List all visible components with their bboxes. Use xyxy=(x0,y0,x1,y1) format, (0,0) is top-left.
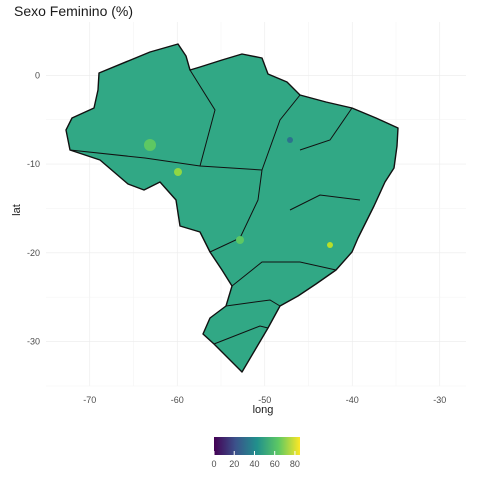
y-tick-label: -20 xyxy=(27,248,40,258)
x-tick-label: -70 xyxy=(83,395,96,405)
x-tick-label: -50 xyxy=(258,395,271,405)
y-tick-label: 0 xyxy=(35,70,40,80)
colorbar-tick-label: 0 xyxy=(211,459,216,469)
brazil-map xyxy=(65,43,399,373)
y-tick-label: -30 xyxy=(27,337,40,347)
y-axis-title: lat xyxy=(11,204,23,216)
colorbar-tick-label: 60 xyxy=(270,459,280,469)
state-boundaries xyxy=(69,69,361,345)
y-axis-ticks: 0 -10 -20 -30 xyxy=(27,70,40,346)
x-axis-ticks: -70 -60 -50 -40 -30 xyxy=(83,395,446,405)
map-highlights xyxy=(144,137,333,248)
y-tick-label: -10 xyxy=(27,159,40,169)
colorbar-ticks: 0 20 40 60 80 xyxy=(211,451,300,469)
colorbar-tick-label: 80 xyxy=(290,459,300,469)
colorbar-tick-label: 40 xyxy=(249,459,259,469)
chart-title: Sexo Feminino (%) xyxy=(14,3,134,19)
colorbar-tick-label: 20 xyxy=(229,459,239,469)
colorbar xyxy=(214,437,300,455)
x-tick-label: -60 xyxy=(171,395,184,405)
x-tick-label: -30 xyxy=(433,395,446,405)
x-axis-title: long xyxy=(253,404,274,416)
x-tick-label: -40 xyxy=(346,395,359,405)
